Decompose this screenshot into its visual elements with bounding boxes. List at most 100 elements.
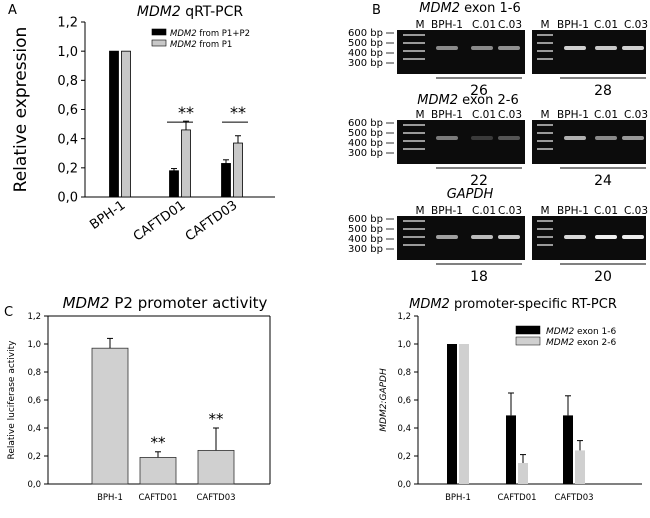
c-xtick-label-BPH-1: BPH-1 — [97, 493, 123, 503]
panel-b-letter: B — [372, 3, 381, 18]
b-gel-0-right-ladder-band — [537, 34, 553, 36]
d-xtick-label-CAFTD01: CAFTD01 — [497, 493, 536, 503]
b-gel-1-left-ladder-band — [403, 132, 425, 134]
b-gel-1-right-ladder-band — [537, 148, 553, 150]
b-gel-1-right-lane-M: M — [540, 109, 549, 121]
a-ylabel: Relative expression — [11, 27, 31, 193]
b-gel-0-left-lane-C.03: C.03 — [498, 19, 522, 31]
b-gel-2-title: GAPDH — [447, 187, 494, 202]
c-significance-2: ** — [209, 410, 225, 428]
c-xtick-label-CAFTD01: CAFTD01 — [138, 493, 177, 503]
c-ytick-label: 0,6 — [27, 396, 41, 406]
b-gel-0-right-band-0 — [564, 46, 586, 50]
b-gel-2-right-band-0 — [564, 235, 586, 239]
panel-a-title-gene: MDM2 — [137, 4, 181, 20]
b-gel-2-left-lane-C.01: C.01 — [472, 205, 496, 217]
a-bar-CAFTD03-s0 — [221, 163, 231, 198]
b-gel-2-right-cycles: 20 — [594, 269, 612, 285]
a-ytick-label: 0,2 — [57, 162, 78, 177]
c-ytick-label: 1,2 — [27, 312, 41, 322]
b-gel-1-right-lane-BPH-1: BPH-1 — [557, 109, 589, 121]
b-gel-0-right-band-1 — [595, 46, 617, 50]
b-gel-2-right-lane-M: M — [540, 205, 549, 217]
d-legend-label-0-gene: MDM2 — [546, 327, 574, 337]
b-gel-1-left-lane-C.03: C.03 — [498, 109, 522, 121]
b-gel-0-title-rest: exon 1-6 — [460, 1, 521, 16]
d-legend-label-1-rest: exon 2-6 — [574, 338, 616, 348]
b-gel-2-left-cycles: 18 — [470, 269, 488, 285]
b-gel-1-marker-3: 300 bp — [348, 148, 383, 159]
c-bar-CAFTD01-s0 — [139, 456, 177, 485]
b-gel-0-marker-0: 600 bp — [348, 28, 383, 39]
b-gel-2-right-ladder-band — [537, 236, 553, 238]
b-gel-2-marker-0: 600 bp — [348, 214, 383, 225]
a-bar-BPH-1-s0 — [109, 50, 119, 198]
b-gel-1-right-ladder-band — [537, 124, 553, 126]
b-gel-0-left-band-1 — [471, 46, 493, 50]
b-gel-1-title-rest: exon 2-6 — [458, 93, 519, 108]
b-gel-0-right-ladder-band — [537, 50, 553, 52]
a-legend-label-0-rest: from P1+P2 — [197, 29, 250, 39]
d-legend-swatch-0 — [515, 325, 541, 335]
b-gel-2-left-ladder-band — [403, 236, 425, 238]
b-gel-1-left-ladder-band — [403, 124, 425, 126]
b-gel-1-marker-1: 500 bp — [348, 128, 383, 139]
d-legend-label-0: MDM2 exon 1-6 — [546, 327, 617, 337]
a-legend-label-0-gene: MDM2 — [170, 29, 197, 39]
b-gel-0-right-lane-BPH-1: BPH-1 — [557, 19, 589, 31]
c-significance-1: ** — [151, 434, 167, 452]
d-xtick-label-CAFTD03: CAFTD03 — [554, 493, 593, 503]
d-legend-label-0-rest: exon 1-6 — [574, 327, 616, 337]
b-gel-0-right-lane-C.03: C.03 — [624, 19, 648, 31]
a-ytick-label: 1,0 — [57, 45, 78, 60]
b-gel-0-title: MDM2 exon 1-6 — [419, 1, 520, 16]
d-legend-swatch-1 — [515, 336, 541, 346]
a-ytick-label: 0,0 — [57, 191, 78, 206]
b-gel-2-right-lane-C.01: C.01 — [594, 205, 618, 217]
a-legend-label-1-gene: MDM2 — [170, 40, 197, 50]
c-ylabel: Relative luciferase activity — [7, 340, 17, 460]
b-gel-2-right-ladder-band — [537, 228, 553, 230]
b-gel-1-left-band-1 — [471, 136, 493, 140]
b-gel-1-left-ladder-band — [403, 148, 425, 150]
c-xtick-label-CAFTD03: CAFTD03 — [196, 493, 235, 503]
panel-d-title-gene: MDM2 — [409, 297, 450, 312]
a-legend-swatch-1 — [151, 39, 167, 47]
a-legend-swatch-0 — [151, 28, 167, 36]
b-gel-1-right-lane-C.03: C.03 — [624, 109, 648, 121]
panel-c-title: MDM2 P2 promoter activity — [63, 294, 268, 312]
b-gel-0-right-lane-M: M — [540, 19, 549, 31]
d-bar-CAFTD01-s1 — [518, 463, 528, 484]
b-gel-2-marker-1: 500 bp — [348, 224, 383, 235]
b-gel-2-right-lane-BPH-1: BPH-1 — [557, 205, 589, 217]
a-legend-label-1-rest: from P1 — [197, 40, 233, 50]
a-ytick-label: 0,4 — [57, 132, 78, 147]
b-gel-0-left-cycles: 26 — [470, 83, 488, 99]
d-ytick-label: 0,2 — [397, 452, 411, 462]
b-gel-0-left-lane-M: M — [415, 19, 424, 31]
b-gel-2-marker-2: 400 bp — [348, 234, 383, 245]
b-gel-2-left-band-2 — [498, 235, 520, 239]
d-ylabel: MDM2:GAPDH — [379, 368, 389, 432]
b-gel-1-title-gene: MDM2 — [417, 93, 458, 108]
b-gel-2-title-gene: GAPDH — [447, 187, 494, 202]
b-gel-1-right-band-1 — [595, 136, 617, 140]
b-gel-0-right-ladder-band — [537, 58, 553, 60]
d-legend-label-1: MDM2 exon 2-6 — [546, 338, 617, 348]
a-significance-2: ** — [230, 103, 246, 122]
b-gel-1-left-ladder-band — [403, 140, 425, 142]
b-gel-1-right-band-0 — [564, 136, 586, 140]
c-bar-CAFTD03-s0 — [197, 449, 235, 485]
d-bar-CAFTD03-s0 — [563, 415, 573, 484]
b-gel-0-left-band-0 — [436, 46, 458, 50]
a-bar-CAFTD03-s1 — [233, 142, 243, 198]
b-gel-0-left-ladder-band — [403, 58, 425, 60]
b-gel-1-right-band-2 — [622, 136, 644, 140]
c-ytick-label: 0,4 — [27, 424, 41, 434]
b-gel-0-right-cycles: 28 — [594, 83, 612, 99]
b-gel-1-right-ladder-band — [537, 140, 553, 142]
a-legend-label-1: MDM2 from P1 — [170, 40, 232, 50]
c-ytick-label: 0,0 — [27, 480, 41, 490]
b-gel-0-left-ladder-band — [403, 34, 425, 36]
